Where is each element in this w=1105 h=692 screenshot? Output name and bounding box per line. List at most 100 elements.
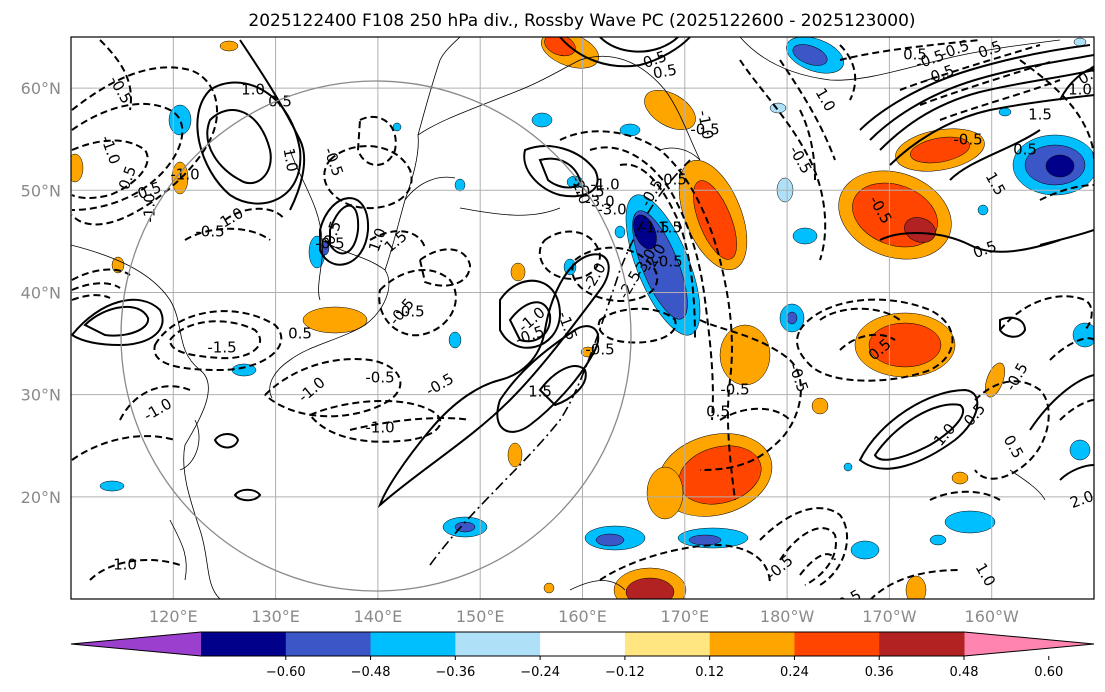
contour-label-40: -3.0 xyxy=(585,193,614,211)
shaded-region-48 xyxy=(688,534,722,546)
contour-negative-18 xyxy=(184,227,271,241)
gridlines xyxy=(71,37,1094,599)
shaded-region-28 xyxy=(811,397,829,415)
contour-negative-14 xyxy=(369,230,426,249)
colorbar-tick-label: 0.24 xyxy=(780,665,809,680)
coastline-10 xyxy=(459,207,561,216)
coastline-1 xyxy=(71,244,221,599)
colorbar-segment-1 xyxy=(201,632,287,656)
contour-negative-35 xyxy=(796,298,954,382)
coastline-5 xyxy=(404,176,456,201)
y-tick-label: 40°N xyxy=(21,283,61,302)
contour-label-61: -0.5 xyxy=(953,131,982,149)
shaded-region-69 xyxy=(392,122,402,132)
shaded-region-5 xyxy=(693,180,737,260)
contour-negative-8 xyxy=(153,310,283,372)
x-tick-label: 150°E xyxy=(456,607,505,626)
contour-label-42: 1.5 xyxy=(658,219,682,237)
contour-label-46: -1.0 xyxy=(694,109,717,141)
x-tick-label: 160°W xyxy=(965,607,1020,626)
shaded-region-64 xyxy=(99,480,125,492)
contour-label-72: -0.5 xyxy=(690,121,719,139)
contour-negative-1 xyxy=(71,66,219,226)
contour-negative-24 xyxy=(597,307,677,344)
contour-label-13: -0.5 xyxy=(315,235,344,253)
contour-positive-16 xyxy=(873,403,965,461)
shaded-region-66 xyxy=(977,204,989,216)
coastline-2 xyxy=(289,149,323,301)
contour-negative-12 xyxy=(378,268,457,337)
contour-negative-20 xyxy=(71,435,176,461)
contour-negative-39 xyxy=(799,109,816,181)
contour-negative-2 xyxy=(71,102,184,211)
shaded-region-12 xyxy=(868,322,942,368)
dash-dot-trough-line xyxy=(429,159,691,566)
shaded-region-21 xyxy=(510,262,526,282)
shaded-region-22 xyxy=(507,442,523,468)
contour-positive-11 xyxy=(496,325,600,433)
shaded-region-25 xyxy=(219,40,239,52)
map-area: 1.00.51.0-0.5-1.00.5-0.5-0.51.0-1.0-0.50… xyxy=(70,36,1095,600)
contour-negative-44 xyxy=(839,44,857,101)
shaded-region-18 xyxy=(625,577,675,599)
contour-label-19: 0.5 xyxy=(288,325,312,343)
colorbar-segment-2 xyxy=(285,632,372,656)
contour-positive-25 xyxy=(1029,374,1094,431)
contour-label-3: 1.0 xyxy=(280,147,302,174)
shaded-region-51 xyxy=(944,510,996,534)
shaded-region-72 xyxy=(448,331,462,349)
contour-positive-24 xyxy=(999,316,1027,338)
contour-negative-11 xyxy=(349,417,471,431)
shaded-region-19 xyxy=(302,306,368,334)
contour-label-68: 1.0 xyxy=(1068,81,1092,99)
contour-negative-48 xyxy=(1059,399,1094,421)
shaded-region-10 xyxy=(910,136,970,164)
colorbar-tick-label: 0.48 xyxy=(950,665,979,680)
map-frame xyxy=(70,36,1095,600)
y-axis-ticks: 20°N 30°N 40°N 50°N 60°N xyxy=(21,79,61,507)
contour-positive-20 xyxy=(889,94,1094,166)
colorbar-segment-6 xyxy=(624,632,711,656)
contour-label-47: -0.5 xyxy=(720,381,749,399)
contour-positive-13 xyxy=(508,301,552,343)
contour-negative-38 xyxy=(779,59,836,161)
contour-label-69: 0.5 xyxy=(903,46,927,64)
coastlines xyxy=(71,37,1061,599)
y-tick-label: 30°N xyxy=(21,386,61,405)
contour-negative-42 xyxy=(919,61,1051,106)
contour-label-43: 0.5 xyxy=(663,171,687,189)
contour-positive-19 xyxy=(879,69,1094,151)
contour-positive-28 xyxy=(233,488,262,502)
coastline-7 xyxy=(417,37,461,136)
contour-label-71: 0.5 xyxy=(652,61,679,83)
shaded-region-52 xyxy=(850,540,880,560)
coastline-9 xyxy=(739,37,1061,81)
colorbar-tick-label: 0.60 xyxy=(1034,665,1063,680)
shaded-region-31 xyxy=(543,582,555,594)
rossby-wave-contours xyxy=(71,37,1094,599)
contour-label-2: 0.5 xyxy=(268,93,292,111)
x-tick-label: 130°E xyxy=(251,607,300,626)
contour-negative-9 xyxy=(264,358,402,418)
contour-positive-23 xyxy=(879,232,1061,253)
coastline-12 xyxy=(169,519,187,581)
contour-negative-4 xyxy=(71,268,131,281)
contour-negative-49 xyxy=(869,569,961,599)
colorbar-segment-7 xyxy=(709,632,795,656)
contour-positive-29 xyxy=(213,433,240,449)
contour-negative-13 xyxy=(418,248,472,287)
contour-negative-16 xyxy=(323,145,413,210)
contour-negative-28 xyxy=(699,319,802,471)
contour-negative-31 xyxy=(759,507,849,586)
contour-label-67: 1.5 xyxy=(1028,106,1052,124)
contour-negative-22 xyxy=(538,230,602,280)
y-tick-label: 20°N xyxy=(21,488,61,507)
contour-positive-9 xyxy=(538,157,582,189)
contour-label-36: -0.5 xyxy=(653,253,682,271)
contour-negative-26 xyxy=(589,146,714,421)
chart-title: 2025122400 F108 250 hPa div., Rossby Wav… xyxy=(248,11,915,31)
shaded-region-61 xyxy=(619,123,641,137)
contour-negative-19 xyxy=(119,385,191,421)
shaded-region-29 xyxy=(905,575,927,599)
shaded-region-39 xyxy=(792,44,828,66)
